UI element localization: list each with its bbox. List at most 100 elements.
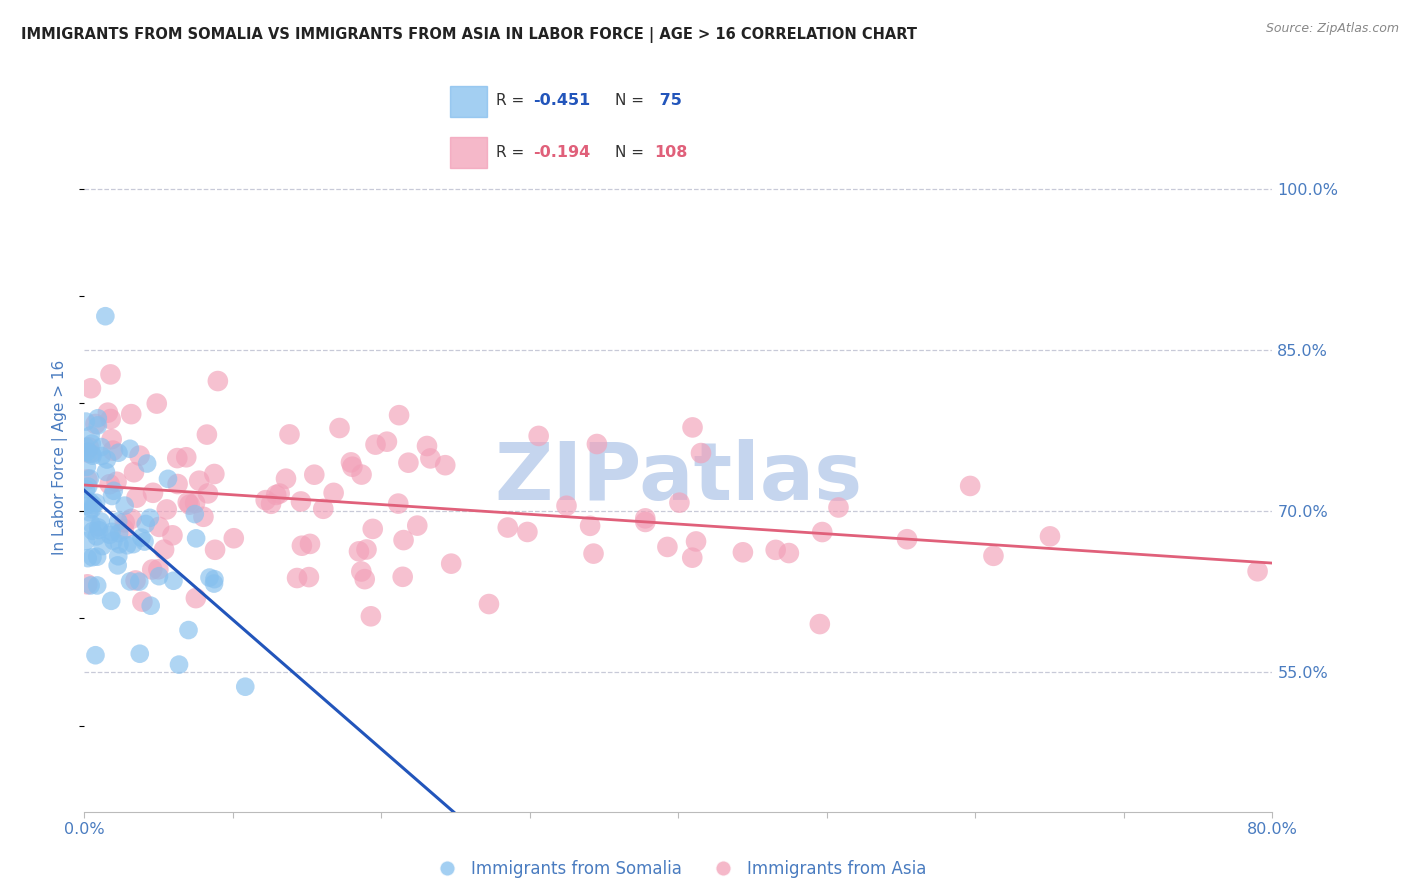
Point xyxy=(959,479,981,493)
Point xyxy=(76,473,98,487)
Point xyxy=(87,418,110,433)
Point xyxy=(193,509,215,524)
Point xyxy=(131,594,153,608)
Text: IMMIGRANTS FROM SOMALIA VS IMMIGRANTS FROM ASIA IN LABOR FORCE | AGE > 16 CORREL: IMMIGRANTS FROM SOMALIA VS IMMIGRANTS FR… xyxy=(21,27,917,43)
Point xyxy=(668,496,690,510)
Point xyxy=(274,472,297,486)
Point xyxy=(204,542,226,557)
Point xyxy=(328,421,350,435)
Point xyxy=(350,565,373,579)
Point xyxy=(304,467,326,482)
Point xyxy=(82,550,104,565)
Point xyxy=(167,657,190,672)
Point xyxy=(108,537,131,551)
Point xyxy=(107,558,129,573)
Point xyxy=(90,440,112,454)
Point xyxy=(312,501,335,516)
Point xyxy=(114,499,136,513)
Point xyxy=(128,449,150,463)
Point xyxy=(97,406,120,420)
Point xyxy=(76,499,98,513)
Point xyxy=(204,572,226,586)
Point xyxy=(162,574,184,588)
Point xyxy=(86,529,108,543)
Text: ZIPatlas: ZIPatlas xyxy=(495,440,862,517)
Text: Source: ZipAtlas.com: Source: ZipAtlas.com xyxy=(1265,22,1399,36)
Point xyxy=(197,486,219,500)
Point xyxy=(174,450,197,465)
Point xyxy=(156,472,179,486)
Point xyxy=(124,574,146,588)
Point xyxy=(94,465,117,479)
Point xyxy=(184,591,207,606)
Point xyxy=(148,569,170,583)
Point xyxy=(202,467,225,481)
Point xyxy=(86,549,108,564)
Point xyxy=(184,532,207,546)
Point xyxy=(142,485,165,500)
Point xyxy=(77,446,100,460)
Point xyxy=(634,515,657,529)
Text: 108: 108 xyxy=(655,145,688,160)
Point xyxy=(356,542,378,557)
Point xyxy=(298,570,321,584)
Point xyxy=(139,599,162,613)
Point xyxy=(100,432,122,446)
Point xyxy=(419,451,441,466)
Point xyxy=(76,459,98,474)
Point xyxy=(80,516,103,531)
Point xyxy=(340,455,363,469)
Point xyxy=(84,417,107,431)
Point xyxy=(264,488,287,502)
Point xyxy=(285,571,308,585)
Text: N =: N = xyxy=(616,145,650,160)
Point xyxy=(555,499,578,513)
Point xyxy=(134,534,156,549)
Point xyxy=(269,486,291,500)
Point xyxy=(100,368,122,382)
Point xyxy=(101,443,124,458)
Point xyxy=(107,549,129,564)
Point xyxy=(101,489,124,503)
Point xyxy=(166,477,188,491)
Point xyxy=(579,518,602,533)
Point xyxy=(135,516,157,531)
Point xyxy=(260,497,283,511)
Point xyxy=(82,524,104,538)
Point xyxy=(222,531,245,545)
Point xyxy=(77,505,100,519)
Point xyxy=(177,495,200,509)
Point xyxy=(136,457,159,471)
Point xyxy=(80,447,103,461)
Point xyxy=(681,550,703,565)
Point xyxy=(75,415,97,429)
Point xyxy=(896,532,918,546)
Point xyxy=(75,440,97,454)
Point xyxy=(188,474,211,488)
Point xyxy=(98,528,121,542)
Point xyxy=(184,507,207,521)
Point xyxy=(128,574,150,589)
Point xyxy=(76,445,98,459)
Point xyxy=(103,483,125,498)
Point xyxy=(80,381,103,395)
Point xyxy=(80,502,103,516)
Point xyxy=(1039,529,1062,543)
Point xyxy=(120,574,142,589)
Text: R =: R = xyxy=(496,145,529,160)
FancyBboxPatch shape xyxy=(450,137,486,168)
Point xyxy=(82,498,104,512)
Point xyxy=(75,482,97,496)
Point xyxy=(731,545,754,559)
Text: 75: 75 xyxy=(655,94,682,109)
Point xyxy=(392,533,415,547)
Point xyxy=(145,396,167,410)
Point xyxy=(233,680,256,694)
Point xyxy=(162,528,184,542)
Point xyxy=(87,411,110,425)
Text: N =: N = xyxy=(616,94,650,109)
Text: R =: R = xyxy=(496,94,529,109)
Point xyxy=(114,516,136,530)
Point xyxy=(388,408,411,422)
Point xyxy=(148,562,170,576)
